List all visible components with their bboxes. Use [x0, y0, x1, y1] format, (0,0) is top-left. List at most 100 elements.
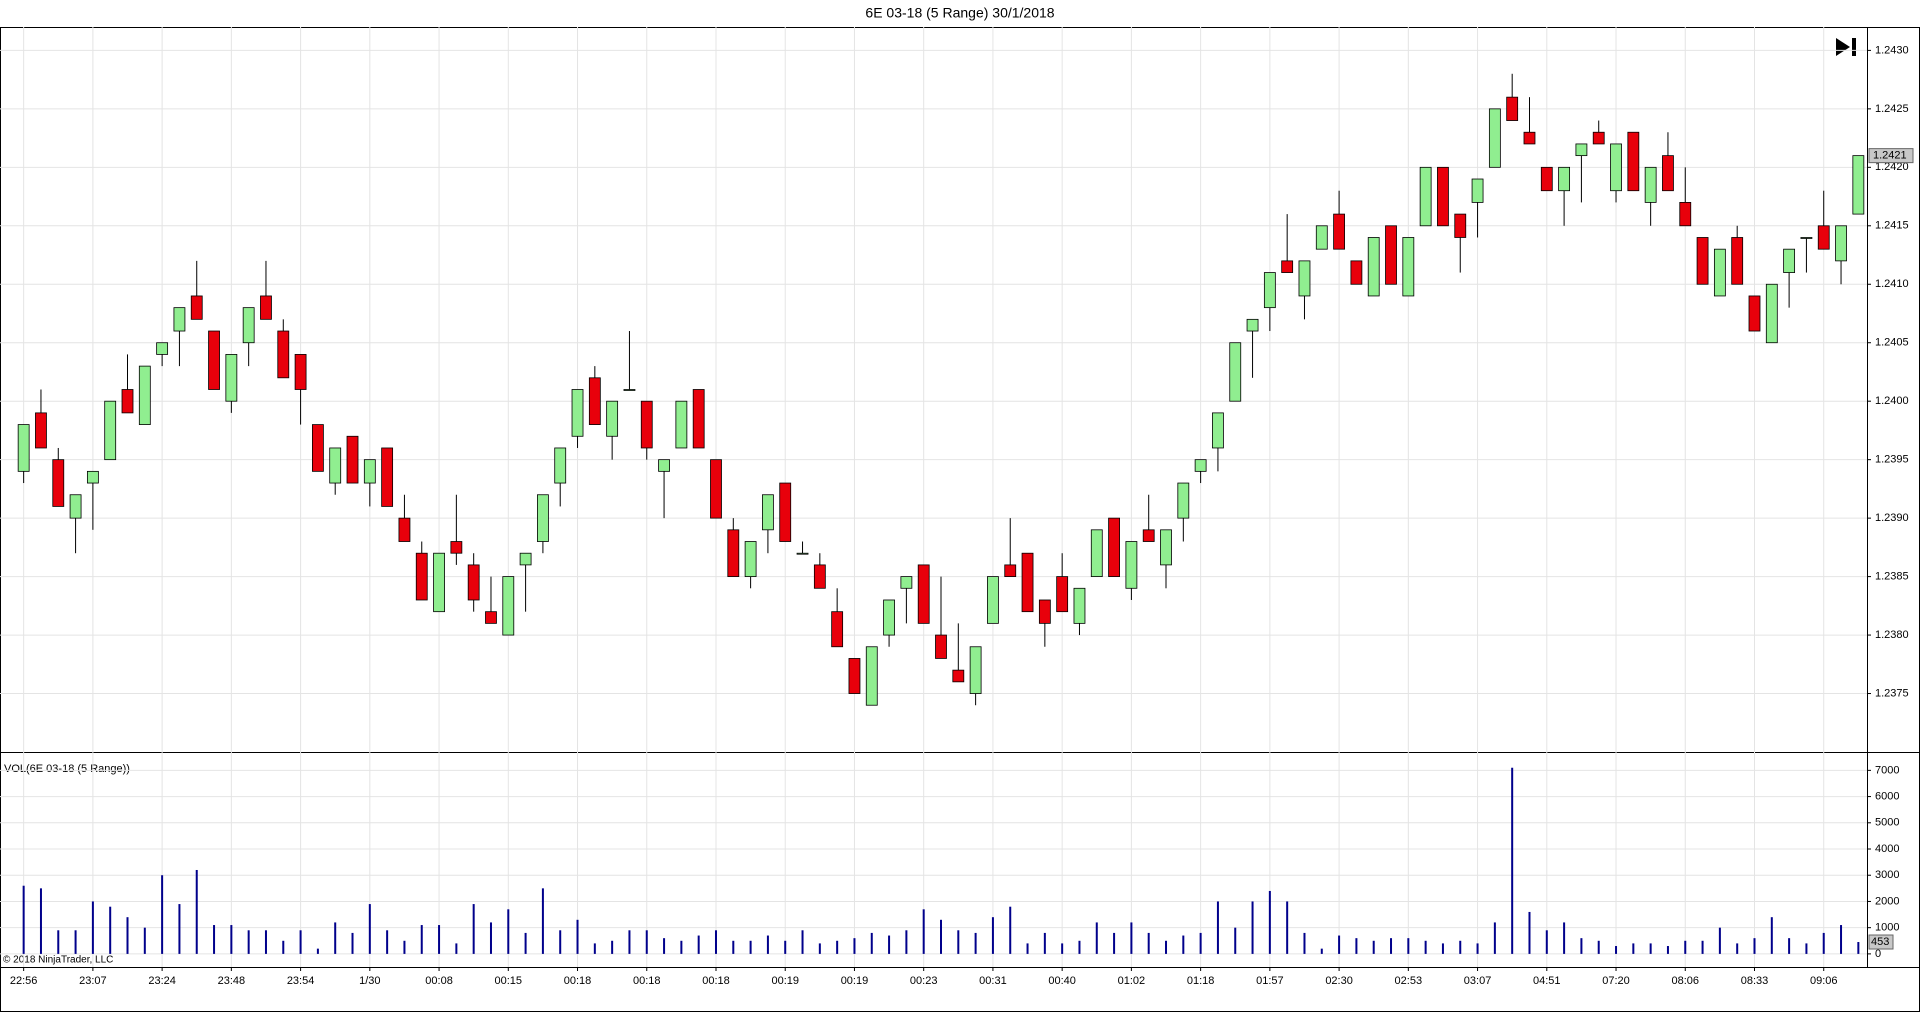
volume-bar — [368, 904, 371, 954]
x-tick-label: 00:18 — [702, 975, 730, 987]
candle-body — [433, 552, 445, 613]
candle-body — [208, 330, 220, 390]
volume-bar — [143, 927, 146, 954]
candle-body — [1558, 166, 1571, 192]
volume-panel-title: VOL(6E 03-18 (5 Range)) — [4, 763, 130, 775]
candle-body — [1315, 225, 1328, 250]
x-tick-label: 07:20 — [1602, 975, 1630, 987]
candle-body — [1835, 225, 1847, 262]
candle-body — [329, 447, 342, 484]
volume-bar — [1528, 911, 1531, 954]
volume-bar — [957, 930, 960, 954]
volume-bar — [57, 930, 60, 954]
volume-bar — [1268, 890, 1271, 954]
volume-bar — [1753, 938, 1756, 954]
candle-body — [173, 307, 186, 332]
candle-body — [813, 564, 826, 589]
x-tick-label: 01:57 — [1256, 975, 1284, 987]
candle-body — [121, 389, 134, 414]
volume-bar — [230, 925, 233, 954]
last-volume-box — [1868, 934, 1894, 950]
candle-body — [1852, 155, 1865, 215]
x-tick-label: 02:30 — [1325, 975, 1353, 987]
x-tick-label: 04:51 — [1533, 975, 1561, 987]
y-tick-label: 1.2380 — [1875, 629, 1909, 641]
volume-bar — [991, 917, 994, 954]
candle-body — [311, 424, 324, 472]
volume-bar — [1615, 946, 1618, 954]
volume-bar — [1459, 940, 1462, 954]
candle-body — [640, 400, 653, 449]
candle-body — [917, 564, 930, 624]
volume-bar — [1597, 940, 1600, 954]
volume-bar — [109, 906, 112, 954]
y-tick-label: 7000 — [1875, 764, 1899, 776]
candle-body — [606, 400, 619, 437]
end-icon[interactable] — [1852, 38, 1856, 56]
volume-bar — [264, 930, 267, 954]
candle-body — [1385, 225, 1397, 285]
play-end-icon[interactable] — [1836, 38, 1856, 56]
candle-body — [848, 658, 861, 694]
volume-bar — [420, 925, 423, 954]
candle-body — [1004, 564, 1017, 577]
x-tick-label: 03:07 — [1464, 975, 1492, 987]
volume-bar — [1632, 943, 1635, 954]
volume-bar — [1718, 927, 1721, 954]
volume-bar — [559, 930, 562, 954]
volume-bar — [870, 932, 873, 954]
candle-body — [1783, 248, 1796, 273]
candle-body — [1419, 166, 1432, 227]
candle-body — [831, 611, 844, 648]
candle-body — [1281, 260, 1294, 273]
volume-bar — [282, 940, 285, 954]
candle-body — [17, 424, 30, 472]
volume-bar — [403, 940, 406, 954]
volume-bar — [922, 909, 925, 954]
candle-body — [675, 400, 688, 449]
volume-bar — [1216, 901, 1219, 954]
candle-body — [588, 377, 601, 425]
x-tick-label: 09:06 — [1810, 975, 1838, 987]
candle-body — [242, 307, 255, 344]
y-tick-label: 1.2405 — [1875, 337, 1909, 349]
volume-bar — [316, 948, 319, 954]
x-tick-label: 01:18 — [1187, 975, 1215, 987]
candle-body — [1523, 131, 1536, 145]
candle-body — [1194, 459, 1207, 472]
volume-bar — [1390, 938, 1393, 954]
candle-body — [744, 541, 757, 577]
play-icon[interactable] — [1836, 38, 1850, 56]
candle-body — [623, 389, 636, 391]
candle-body — [1160, 529, 1172, 566]
volume-bar — [1701, 940, 1704, 954]
volume-bar — [22, 885, 25, 954]
x-tick-label: 1/30 — [359, 975, 380, 987]
candle-body — [1229, 342, 1242, 402]
volume-bar — [749, 940, 752, 954]
volume-bar — [438, 925, 441, 954]
candle-body — [865, 646, 878, 706]
volume-bar — [507, 909, 510, 954]
volume-bar — [1251, 901, 1254, 954]
x-tick-label: 00:18 — [633, 975, 661, 987]
y-tick-label: 1.2430 — [1875, 44, 1909, 56]
candle-body — [415, 552, 428, 601]
volume-bar — [1407, 938, 1410, 954]
x-tick-label: 22:56 — [10, 975, 38, 987]
volume-bar — [1095, 922, 1098, 954]
candle-body — [1350, 260, 1363, 285]
volume-bar — [1424, 940, 1427, 954]
y-tick-label: 3000 — [1875, 869, 1899, 881]
volume-bar — [1788, 938, 1791, 954]
candle-body — [1610, 143, 1622, 192]
volume-bar — [766, 935, 769, 954]
candle-body — [467, 564, 480, 601]
volume-bar — [178, 904, 181, 954]
candle-body — [485, 611, 497, 624]
volume-bar — [541, 888, 544, 954]
x-tick-label: 23:48 — [218, 975, 246, 987]
volume-bar — [126, 917, 129, 954]
volume-bar — [593, 943, 596, 954]
y-tick-label: 1.2395 — [1875, 454, 1909, 466]
